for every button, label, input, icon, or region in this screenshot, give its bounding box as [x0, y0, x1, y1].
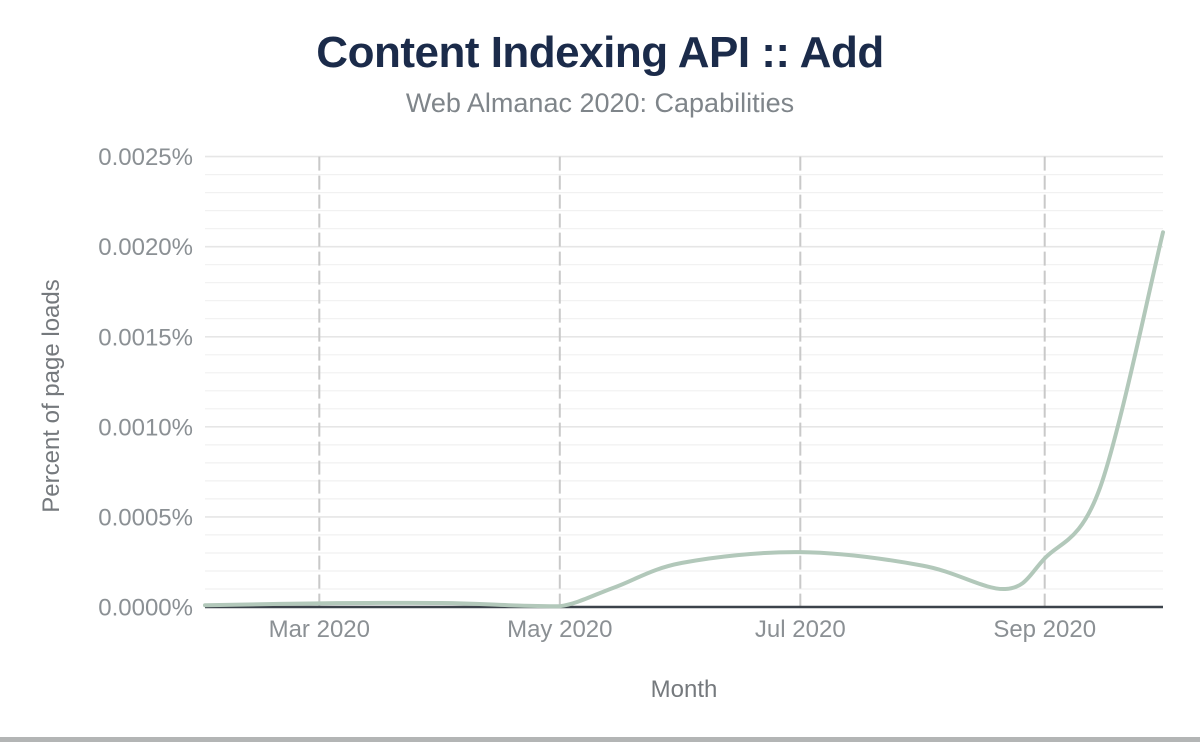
y-tick-label: 0.0020% — [98, 234, 193, 261]
chart-title: Content Indexing API :: Add — [316, 28, 884, 77]
x-tick-label: Mar 2020 — [269, 616, 370, 643]
series-line — [203, 230, 1165, 609]
x-axis-title: Month — [650, 676, 718, 703]
x-tick-label: Jul 2020 — [755, 616, 846, 643]
y-tick-label: 0.0015% — [98, 324, 193, 351]
y-tick-labels: 0.0000% 0.0005% 0.0010% 0.0015% 0.0020% 0.002… — [98, 144, 193, 621]
horizontal-gridlines — [205, 155, 1163, 590]
y-tick-label: 0.0010% — [98, 414, 193, 441]
x-tick-label: May 2020 — [507, 616, 612, 643]
vertical-gridlines — [318, 156, 1046, 607]
x-tick-label: Sep 2020 — [993, 616, 1096, 643]
y-tick-label: 0.0025% — [98, 144, 193, 171]
x-tick-labels: Mar 2020 May 2020 Jul 2020 Sep 2020 — [269, 616, 1096, 643]
chart-subtitle: Web Almanac 2020: Capabilities — [405, 88, 795, 118]
y-tick-label: 0.0005% — [98, 504, 193, 531]
bottom-border — [0, 737, 1200, 742]
data-line — [203, 230, 1165, 609]
y-tick-label: 0.0000% — [98, 595, 193, 622]
